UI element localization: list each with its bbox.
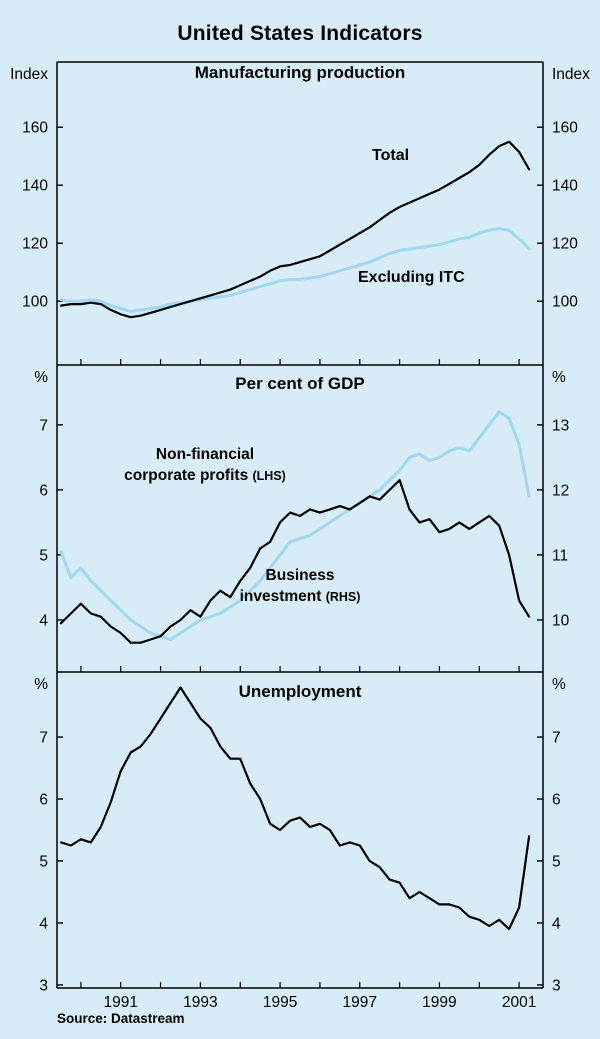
svg-text:4: 4 xyxy=(39,612,48,629)
excluding-itc-line-label: Excluding ITC xyxy=(358,269,465,286)
page-title: United States Indicators xyxy=(177,22,423,45)
svg-text:140: 140 xyxy=(22,178,48,195)
total-line-label: Total xyxy=(372,147,410,164)
svg-text:12: 12 xyxy=(552,482,569,499)
svg-text:6: 6 xyxy=(39,482,48,499)
svg-text:Index: Index xyxy=(552,66,590,83)
svg-text:%: % xyxy=(34,676,48,693)
svg-text:7: 7 xyxy=(552,730,561,747)
svg-text:1997: 1997 xyxy=(343,994,377,1011)
panel1-title: Manufacturing production xyxy=(194,63,406,82)
svg-text:120: 120 xyxy=(22,236,48,253)
svg-text:%: % xyxy=(552,676,566,693)
source-note: Source: Datastream xyxy=(57,1011,185,1026)
svg-text:11: 11 xyxy=(552,547,568,564)
svg-text:5: 5 xyxy=(552,853,561,870)
svg-text:1999: 1999 xyxy=(422,994,456,1011)
svg-text:6: 6 xyxy=(39,792,48,809)
svg-text:1991: 1991 xyxy=(103,994,137,1011)
svg-text:4: 4 xyxy=(39,915,48,932)
svg-text:160: 160 xyxy=(22,120,48,137)
svg-text:1995: 1995 xyxy=(263,994,297,1011)
investment-label-line1: Business xyxy=(265,567,335,584)
svg-text:6: 6 xyxy=(552,792,561,809)
investment-label-rhs: (RHS) xyxy=(325,590,361,604)
svg-text:120: 120 xyxy=(552,236,578,253)
svg-text:7: 7 xyxy=(39,730,48,747)
panel3-title: Unemployment xyxy=(238,682,362,701)
investment-label-line2: investment xyxy=(239,588,322,605)
svg-text:Index: Index xyxy=(10,66,48,83)
svg-text:%: % xyxy=(34,369,48,386)
panel2-title: Per cent of GDP xyxy=(235,374,365,393)
profits-label-line2: corporate profits xyxy=(124,467,249,484)
svg-text:5: 5 xyxy=(39,853,48,870)
svg-text:%: % xyxy=(552,369,566,386)
svg-text:100: 100 xyxy=(552,294,578,311)
svg-text:3: 3 xyxy=(39,977,48,994)
svg-text:10: 10 xyxy=(552,612,570,629)
profits-label-lhs: (LHS) xyxy=(252,469,286,483)
profits-line-label: Non-financial corporate profits (LHS) xyxy=(105,444,305,487)
svg-text:1993: 1993 xyxy=(183,994,217,1011)
profits-label-line1: Non-financial xyxy=(155,446,255,463)
svg-text:140: 140 xyxy=(552,178,578,195)
svg-text:13: 13 xyxy=(552,417,569,434)
svg-text:5: 5 xyxy=(39,547,48,564)
svg-text:7: 7 xyxy=(39,417,48,434)
svg-text:160: 160 xyxy=(552,120,578,137)
svg-text:2001: 2001 xyxy=(502,994,536,1011)
svg-text:100: 100 xyxy=(22,294,48,311)
investment-line-label: Business investment (RHS) xyxy=(226,565,374,608)
svg-text:4: 4 xyxy=(552,915,561,932)
svg-text:3: 3 xyxy=(552,977,561,994)
